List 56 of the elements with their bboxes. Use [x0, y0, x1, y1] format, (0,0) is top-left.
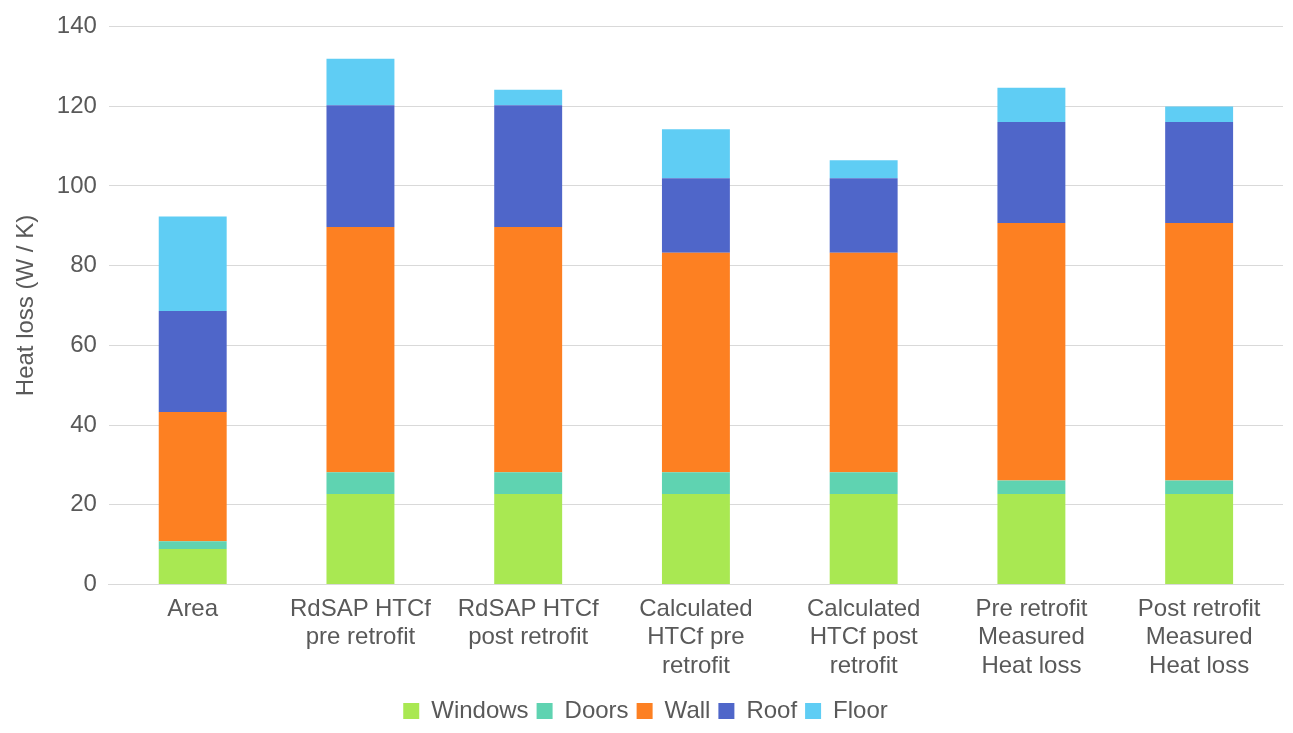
bar [661, 472, 730, 495]
legend-label: Wall [664, 695, 711, 723]
x-tick-label: Pre retrofit Measured Heat loss [975, 593, 1088, 679]
bar [997, 222, 1066, 481]
bar [661, 252, 730, 473]
x-tick-label: RdSAP HTCf pre retrofit [289, 593, 432, 650]
bar [829, 494, 898, 585]
y-axis-title: Heat loss (W / K) [11, 214, 39, 397]
x-tick-label: Area [167, 593, 219, 621]
bar [158, 311, 227, 412]
y-tick-label: 140 [56, 11, 97, 39]
bar [997, 480, 1066, 495]
bar [326, 105, 395, 227]
bar [158, 549, 227, 585]
legend-label: Windows [431, 695, 529, 723]
bar [997, 494, 1066, 585]
bar [997, 87, 1066, 123]
x-tick-label: Calculated HTCf pre retrofit [639, 593, 753, 679]
bar [829, 252, 898, 473]
bar [661, 178, 730, 253]
bar [494, 89, 563, 106]
x-tick-label: RdSAP HTCf post retrofit [457, 593, 599, 650]
bar [1165, 480, 1234, 495]
legend-label: Roof [746, 695, 798, 723]
bar [1165, 122, 1234, 223]
bar [829, 472, 898, 495]
bar [494, 226, 563, 473]
y-tick-label: 20 [70, 489, 97, 517]
bar [494, 105, 563, 227]
bar [326, 472, 395, 495]
bar [326, 494, 395, 585]
bar [158, 411, 227, 542]
legend-label: Doors [564, 695, 629, 723]
bar [158, 541, 227, 550]
bar [1165, 222, 1234, 481]
x-tick-label: Calculated HTCf post retrofit [806, 593, 921, 679]
bar [494, 494, 563, 585]
bar [326, 58, 395, 106]
y-tick-label: 0 [83, 569, 97, 597]
bar [1165, 106, 1234, 123]
y-tick-label: 40 [70, 409, 97, 437]
y-tick-label: 100 [56, 170, 97, 198]
bar [494, 472, 563, 495]
bar [661, 129, 730, 179]
y-tick-label: 120 [56, 90, 97, 118]
bar [829, 160, 898, 179]
y-tick-label: 60 [70, 330, 97, 357]
bar [158, 216, 227, 312]
bar [326, 226, 395, 473]
bar [661, 494, 730, 585]
legend-label: Floor [833, 695, 888, 723]
bar [829, 178, 898, 253]
x-tick-label: Post retrofit Measured Heat loss [1137, 593, 1261, 679]
y-tick-label: 80 [70, 250, 97, 278]
bar [997, 122, 1066, 223]
bar [1165, 494, 1234, 585]
